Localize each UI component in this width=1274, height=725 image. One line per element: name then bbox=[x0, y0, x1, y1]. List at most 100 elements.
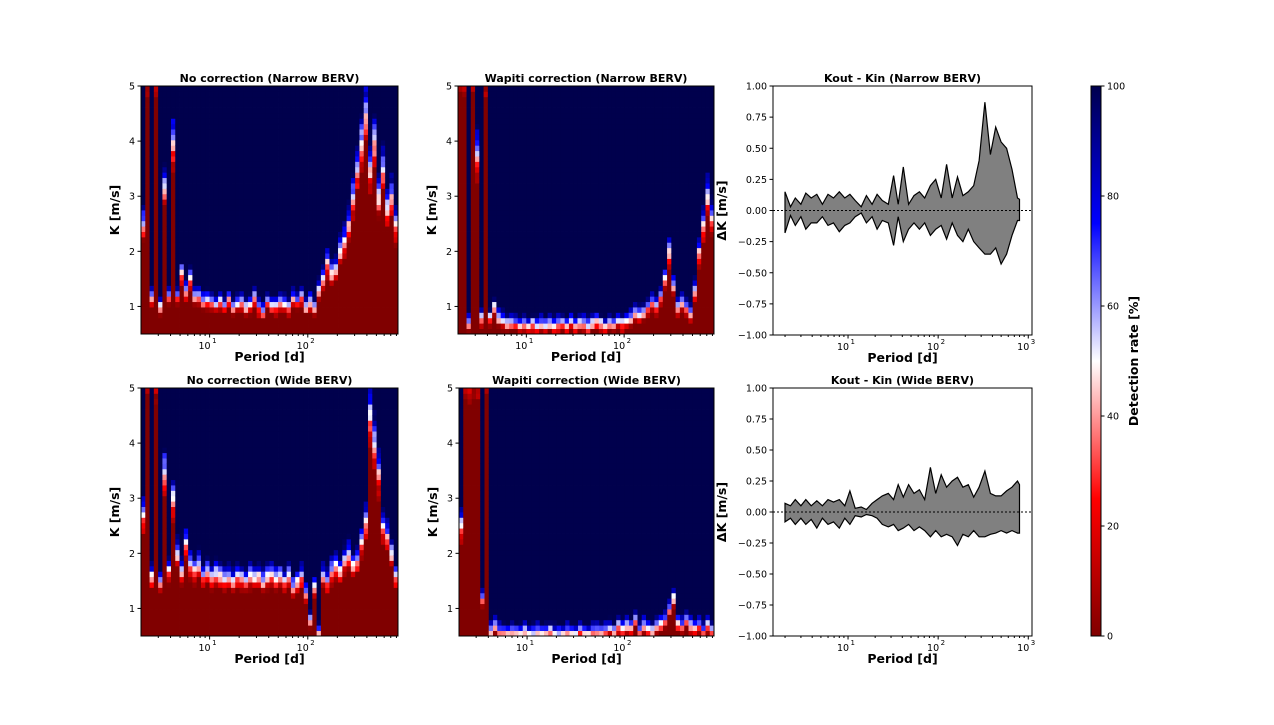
heatmap-cell bbox=[175, 178, 180, 184]
heatmap-cell bbox=[509, 108, 514, 114]
heatmap-cell bbox=[278, 172, 283, 178]
heatmap-cell bbox=[244, 97, 249, 103]
heatmap-cell bbox=[565, 307, 570, 313]
heatmap-cell bbox=[270, 264, 275, 270]
heatmap-cell bbox=[372, 129, 377, 135]
heatmap-cell bbox=[329, 302, 334, 308]
heatmap-cell bbox=[385, 113, 390, 119]
heatmap-cell bbox=[595, 210, 600, 216]
heatmap-cell bbox=[637, 113, 642, 119]
heatmap-cell bbox=[522, 302, 527, 308]
heatmap-cell bbox=[569, 178, 574, 184]
heatmap-cell bbox=[595, 199, 600, 205]
heatmap-cell bbox=[252, 145, 257, 151]
heatmap-cell bbox=[205, 323, 210, 329]
heatmap-cell bbox=[257, 323, 262, 329]
heatmap-cell bbox=[235, 248, 240, 254]
heatmap-cell bbox=[475, 259, 480, 265]
heatmap-cell bbox=[355, 291, 360, 297]
heatmap-cell bbox=[205, 140, 210, 146]
heatmap-cell bbox=[329, 86, 334, 92]
heatmap-cell bbox=[175, 167, 180, 173]
heatmap-cell bbox=[573, 151, 578, 157]
heatmap-cell bbox=[218, 140, 223, 146]
heatmap-cell bbox=[240, 102, 245, 108]
heatmap-cell bbox=[299, 264, 304, 270]
heatmap-cell bbox=[342, 124, 347, 130]
heatmap-cell bbox=[501, 188, 506, 194]
heatmap-cell bbox=[646, 237, 651, 243]
heatmap-cell bbox=[458, 210, 463, 216]
heatmap-cell bbox=[629, 221, 634, 227]
heatmap-cell bbox=[607, 259, 612, 265]
y-tick-label: 4 bbox=[129, 137, 135, 148]
heatmap-cell bbox=[257, 188, 262, 194]
heatmap-cell bbox=[595, 135, 600, 141]
heatmap-cell bbox=[616, 285, 621, 291]
heatmap-cell bbox=[492, 178, 497, 184]
heatmap-cell bbox=[265, 135, 270, 141]
heatmap-cell bbox=[197, 259, 202, 265]
heatmap-cell bbox=[201, 124, 206, 130]
heatmap-cell bbox=[222, 307, 227, 313]
heatmap-cell bbox=[496, 113, 501, 119]
heatmap-cell bbox=[227, 91, 232, 97]
heatmap-cell bbox=[582, 102, 587, 108]
heatmap-cell bbox=[329, 145, 334, 151]
heatmap-cell bbox=[620, 86, 625, 92]
heatmap-cell bbox=[150, 253, 155, 259]
heatmap-cell bbox=[355, 264, 360, 270]
heatmap-cell bbox=[569, 237, 574, 243]
heatmap-cell bbox=[539, 259, 544, 265]
heatmap-cell bbox=[607, 323, 612, 329]
heatmap-cell bbox=[342, 307, 347, 313]
heatmap-cell bbox=[278, 285, 283, 291]
heatmap-cell bbox=[488, 167, 493, 173]
heatmap-cell bbox=[218, 205, 223, 211]
heatmap-cell bbox=[475, 232, 480, 238]
heatmap-cell bbox=[227, 145, 232, 151]
heatmap-cell bbox=[492, 156, 497, 162]
heatmap-cell bbox=[359, 226, 364, 232]
heatmap-cell bbox=[577, 237, 582, 243]
heatmap-cell bbox=[641, 108, 646, 114]
heatmap-cell bbox=[629, 118, 634, 124]
heatmap-cell bbox=[278, 151, 283, 157]
heatmap-cell bbox=[180, 302, 185, 308]
heatmap-cell bbox=[317, 91, 322, 97]
heatmap-cell bbox=[522, 242, 527, 248]
heatmap-cell bbox=[650, 124, 655, 130]
heatmap-cell bbox=[205, 183, 210, 189]
heatmap-cell bbox=[150, 86, 155, 92]
heatmap-cell bbox=[180, 113, 185, 119]
heatmap-cell bbox=[641, 156, 646, 162]
heatmap-cell bbox=[385, 135, 390, 141]
heatmap-cell bbox=[201, 253, 206, 259]
heatmap-cell bbox=[565, 312, 570, 318]
heatmap-cell bbox=[531, 135, 536, 141]
heatmap-cell bbox=[231, 135, 236, 141]
heatmap-cell bbox=[188, 129, 193, 135]
heatmap-cell bbox=[192, 280, 197, 286]
heatmap-cell bbox=[252, 242, 257, 248]
heatmap-cell bbox=[471, 151, 476, 157]
heatmap-cell bbox=[479, 307, 484, 313]
heatmap-cell bbox=[577, 135, 582, 141]
heatmap-cell bbox=[569, 248, 574, 254]
heatmap-cell bbox=[556, 129, 561, 135]
heatmap-cell bbox=[509, 140, 514, 146]
heatmap-cell bbox=[145, 221, 150, 227]
heatmap-cell bbox=[287, 102, 292, 108]
heatmap-cell bbox=[287, 291, 292, 297]
heatmap-cell bbox=[467, 118, 472, 124]
heatmap-cell bbox=[633, 307, 638, 313]
heatmap-cell bbox=[282, 253, 287, 259]
heatmap-cell bbox=[175, 188, 180, 194]
heatmap-cell bbox=[556, 280, 561, 286]
heatmap-cell bbox=[650, 221, 655, 227]
heatmap-cell bbox=[171, 194, 176, 200]
heatmap-cell bbox=[654, 199, 659, 205]
heatmap-cell bbox=[488, 161, 493, 167]
heatmap-cell bbox=[231, 172, 236, 178]
heatmap-cell bbox=[372, 188, 377, 194]
